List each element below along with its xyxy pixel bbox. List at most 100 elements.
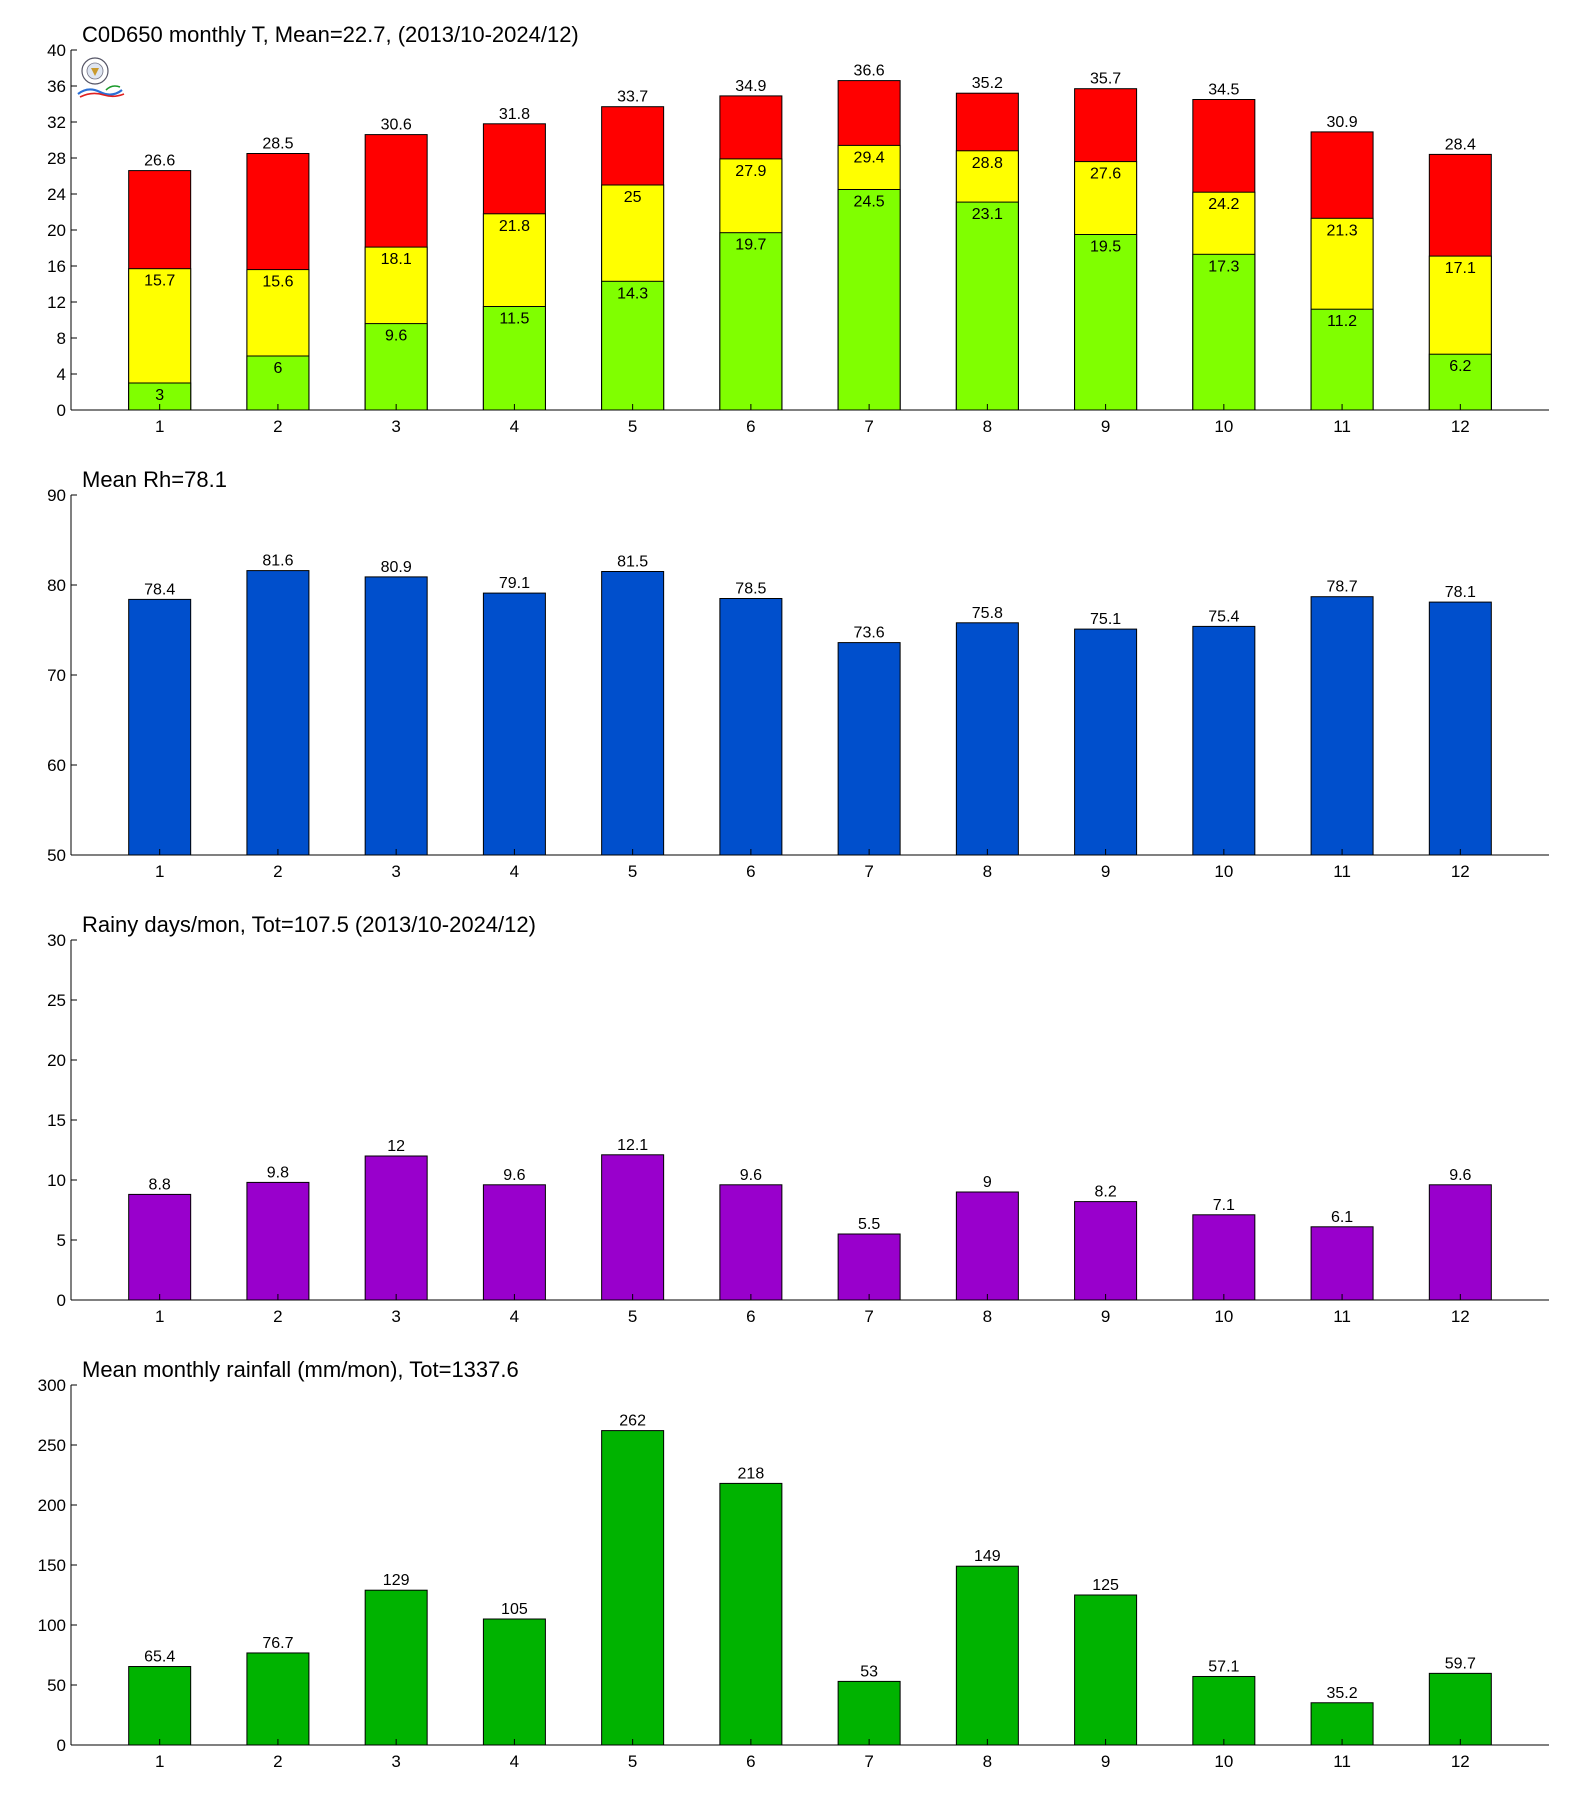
data-label: 19.5 (1090, 239, 1121, 256)
bar (719, 598, 783, 856)
x-tick-label: 1 (155, 1307, 164, 1326)
bar (837, 642, 901, 856)
y-tick-label: 8 (57, 329, 66, 348)
bar (364, 323, 428, 411)
bar (1310, 308, 1374, 411)
data-label: 75.4 (1208, 608, 1239, 625)
y-tick-label: 30 (47, 931, 66, 950)
bar (128, 1193, 192, 1301)
data-label: 21.8 (499, 218, 530, 235)
x-tick-label: 4 (510, 862, 519, 881)
y-tick-label: 10 (47, 1171, 66, 1190)
chart-panel-1: C0D650 monthly T, Mean=22.7, (2013/10-20… (47, 22, 1549, 436)
y-tick-label: 25 (47, 991, 66, 1010)
bar (246, 1181, 310, 1301)
x-tick-label: 3 (391, 1752, 400, 1771)
data-label: 218 (738, 1465, 765, 1482)
data-label: 76.7 (262, 1635, 293, 1652)
bar (955, 201, 1019, 411)
data-label: 8.2 (1094, 1184, 1116, 1201)
x-tick-label: 4 (510, 1307, 519, 1326)
data-label: 262 (619, 1413, 646, 1430)
data-label: 33.7 (617, 89, 648, 106)
chart-title: C0D650 monthly T, Mean=22.7, (2013/10-20… (82, 22, 579, 47)
x-tick-label: 10 (1214, 417, 1233, 436)
x-tick-label: 12 (1451, 1752, 1470, 1771)
x-tick-label: 2 (273, 1752, 282, 1771)
data-label: 59.7 (1445, 1655, 1476, 1672)
bar (246, 1652, 310, 1746)
y-tick-label: 12 (47, 293, 66, 312)
x-tick-label: 4 (510, 417, 519, 436)
x-tick-label: 1 (155, 417, 164, 436)
x-tick-label: 11 (1333, 417, 1351, 436)
x-tick-label: 12 (1451, 1307, 1470, 1326)
x-tick-label: 6 (746, 417, 755, 436)
data-label: 21.3 (1327, 222, 1358, 239)
data-label: 6.2 (1449, 358, 1471, 375)
data-label: 75.8 (972, 605, 1003, 622)
y-tick-label: 15 (47, 1111, 66, 1130)
y-tick-label: 150 (38, 1556, 66, 1575)
data-label: 15.6 (262, 274, 293, 291)
bar (1074, 1201, 1138, 1301)
y-tick-label: 80 (47, 576, 66, 595)
data-label: 9.6 (1449, 1167, 1471, 1184)
x-tick-label: 2 (273, 862, 282, 881)
bar (482, 306, 546, 411)
bar (128, 1666, 192, 1746)
chart-panel-3: Rainy days/mon, Tot=107.5 (2013/10-2024/… (47, 912, 1549, 1326)
bar (1192, 253, 1256, 411)
data-label: 12.1 (617, 1137, 648, 1154)
x-tick-label: 6 (746, 1307, 755, 1326)
data-label: 34.9 (735, 78, 766, 95)
x-tick-label: 9 (1101, 1752, 1110, 1771)
chart-title: Mean monthly rainfall (mm/mon), Tot=1337… (82, 1357, 519, 1382)
data-label: 25 (624, 189, 642, 206)
data-label: 19.7 (735, 237, 766, 254)
data-label: 9.6 (503, 1167, 525, 1184)
data-label: 23.1 (972, 206, 1003, 223)
data-label: 11.5 (499, 311, 529, 328)
x-tick-label: 7 (864, 862, 873, 881)
y-tick-label: 20 (47, 1051, 66, 1070)
bar (601, 280, 665, 411)
bar (482, 592, 546, 856)
x-tick-label: 3 (391, 417, 400, 436)
data-label: 30.6 (381, 117, 412, 134)
bar (837, 1233, 901, 1301)
bar (1310, 1226, 1374, 1301)
data-label: 7.1 (1213, 1197, 1235, 1214)
bar (482, 1618, 546, 1746)
bar (1428, 353, 1492, 411)
y-tick-label: 200 (38, 1496, 66, 1515)
bar (246, 570, 310, 856)
data-label: 12 (387, 1138, 405, 1155)
x-tick-label: 9 (1101, 417, 1110, 436)
y-tick-label: 24 (47, 185, 66, 204)
data-label: 65.4 (144, 1649, 175, 1666)
chart-title: Mean Rh=78.1 (82, 467, 227, 492)
x-tick-label: 8 (983, 862, 992, 881)
data-label: 24.5 (854, 194, 885, 211)
data-label: 15.7 (144, 273, 175, 290)
data-label: 9.8 (267, 1164, 289, 1181)
x-tick-label: 8 (983, 1307, 992, 1326)
x-tick-label: 9 (1101, 1307, 1110, 1326)
bar (364, 576, 428, 856)
x-tick-label: 8 (983, 1752, 992, 1771)
logo-swoosh-red-icon (79, 92, 125, 98)
data-label: 14.3 (617, 285, 648, 302)
data-label: 35.7 (1090, 71, 1121, 88)
x-tick-label: 11 (1333, 862, 1351, 881)
data-label: 35.2 (1327, 1685, 1358, 1702)
x-tick-label: 3 (391, 1307, 400, 1326)
bar (1310, 1702, 1374, 1746)
x-tick-label: 8 (983, 417, 992, 436)
y-tick-label: 20 (47, 221, 66, 240)
logo-icon (77, 57, 125, 98)
x-tick-label: 11 (1333, 1307, 1351, 1326)
y-tick-label: 300 (38, 1376, 66, 1395)
y-tick-label: 0 (57, 1736, 66, 1755)
